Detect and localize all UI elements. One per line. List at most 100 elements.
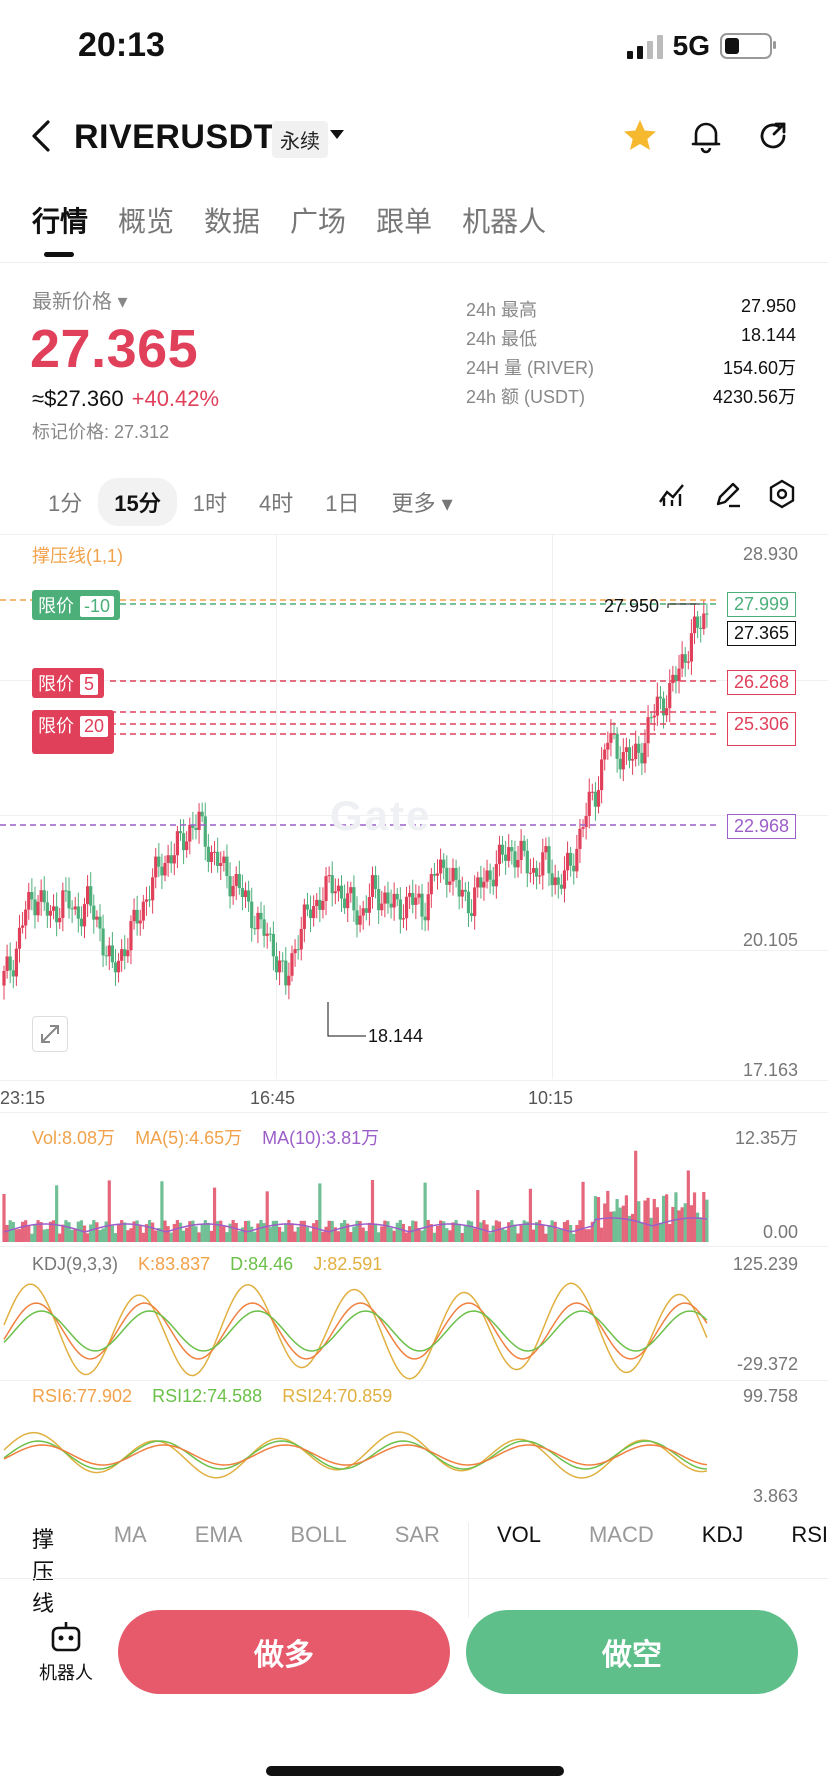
ind-tab-macd[interactable]: MACD xyxy=(588,1522,654,1547)
volume-bar xyxy=(277,1226,282,1242)
candle xyxy=(479,877,483,888)
back-icon[interactable] xyxy=(28,118,58,154)
candle xyxy=(671,674,675,684)
long-button[interactable]: 做多 xyxy=(118,1610,450,1694)
candle xyxy=(185,841,189,851)
y-axis-label: 20.105 xyxy=(742,930,798,950)
order-tag-short[interactable]: 限价 -10 xyxy=(32,590,121,620)
grid-line xyxy=(0,1246,828,1247)
candle xyxy=(200,811,204,817)
candle xyxy=(135,909,139,924)
rsi-max: 99.758 xyxy=(742,1386,798,1406)
candle xyxy=(277,960,282,973)
caret-down-icon[interactable] xyxy=(330,130,344,139)
order-tag-long-20[interactable]: 限价 20 xyxy=(32,710,115,754)
volume-bar xyxy=(696,1212,700,1242)
ind-tab-kdj[interactable]: KDJ xyxy=(701,1522,744,1547)
volume-bar xyxy=(358,1221,362,1242)
candle xyxy=(336,885,341,892)
ind-tab-vol[interactable]: VOL xyxy=(467,1522,541,1618)
volume-bar xyxy=(556,1229,560,1242)
tab-overview[interactable]: 概览 xyxy=(118,206,175,237)
tf-1m[interactable]: 1分 xyxy=(48,491,83,516)
ind-tab-rsi[interactable]: RSI xyxy=(791,1522,828,1547)
expand-icon xyxy=(41,1025,59,1043)
candle xyxy=(92,905,96,920)
candle xyxy=(2,971,6,986)
candle xyxy=(191,824,195,828)
draw-icon[interactable] xyxy=(712,478,744,510)
candle xyxy=(76,906,80,919)
status-icons: 5G xyxy=(626,30,776,62)
candle xyxy=(157,856,161,867)
volume-bar xyxy=(500,1228,505,1242)
tf-1d[interactable]: 1日 xyxy=(325,491,360,516)
contract-type-badge[interactable]: 永续 xyxy=(272,121,328,158)
candle xyxy=(262,919,266,936)
tab-data[interactable]: 数据 xyxy=(204,206,261,237)
volume-bar xyxy=(8,1220,12,1242)
volume-bar xyxy=(132,1221,136,1242)
candle xyxy=(634,743,638,760)
tab-market[interactable]: 行情 xyxy=(32,206,89,237)
expand-button[interactable] xyxy=(32,1016,68,1052)
ind-tab-ema[interactable]: EMA xyxy=(194,1522,243,1547)
sr-indicator-label[interactable]: 撑压线(1,1) xyxy=(32,546,124,566)
volume-bar xyxy=(95,1222,99,1242)
volume-bar xyxy=(312,1223,316,1242)
volume-bar xyxy=(197,1232,201,1242)
volume-bar xyxy=(203,1220,207,1242)
volume-bar xyxy=(442,1221,446,1242)
tf-4h[interactable]: 4时 xyxy=(258,491,294,516)
tf-15m[interactable]: 15分 xyxy=(98,478,177,526)
y-axis-label: 28.930 xyxy=(742,544,798,564)
tab-copy-trade[interactable]: 跟单 xyxy=(376,206,433,237)
indicator-icon[interactable] xyxy=(656,478,688,510)
ind-tab-ma[interactable]: MA xyxy=(113,1522,147,1547)
divider xyxy=(0,262,828,263)
price-box-long-5: 26.268 xyxy=(726,670,796,695)
candle xyxy=(562,870,567,889)
volume-bar xyxy=(445,1228,449,1242)
candle xyxy=(699,627,703,630)
candle xyxy=(445,867,449,885)
candle xyxy=(17,927,22,949)
candle xyxy=(534,868,539,877)
candle xyxy=(188,824,192,842)
candle xyxy=(346,893,350,909)
candle xyxy=(367,897,371,913)
candle xyxy=(674,674,678,682)
short-button[interactable]: 做空 xyxy=(466,1610,798,1694)
tab-square[interactable]: 广场 xyxy=(290,206,347,237)
volume-bar xyxy=(154,1230,158,1242)
tf-more[interactable]: 更多 ▾ xyxy=(391,491,453,516)
ind-tab-sr[interactable]: 撑压线 xyxy=(32,1527,55,1616)
tab-robot[interactable]: 机器人 xyxy=(462,206,547,237)
volume-bar xyxy=(630,1213,635,1242)
star-icon[interactable] xyxy=(620,116,660,156)
volume-bar xyxy=(138,1225,142,1242)
candle xyxy=(593,791,598,807)
symbol-title[interactable]: RIVERUSDT xyxy=(74,118,275,156)
share-icon[interactable] xyxy=(754,116,794,156)
candle xyxy=(296,949,300,951)
bell-icon[interactable] xyxy=(686,116,726,156)
volume-bar xyxy=(699,1217,703,1242)
last-price-label[interactable]: 最新价格 ▾ xyxy=(32,291,128,313)
candle xyxy=(380,903,384,911)
order-tag-long-5[interactable]: 限价 5 xyxy=(32,668,105,698)
ind-tab-boll[interactable]: BOLL xyxy=(290,1522,347,1547)
candle xyxy=(151,877,155,901)
candle xyxy=(163,862,167,876)
ind-tab-sar[interactable]: SAR xyxy=(394,1522,440,1547)
robot-button[interactable]: 机器人 xyxy=(36,1620,96,1685)
settings-icon[interactable] xyxy=(766,478,798,510)
candle xyxy=(132,909,136,922)
candle xyxy=(627,747,632,761)
volume-bar xyxy=(299,1220,303,1242)
volume-bar xyxy=(621,1205,625,1242)
volume-bar xyxy=(479,1222,483,1242)
tf-1h[interactable]: 1时 xyxy=(192,491,227,516)
volume-bar xyxy=(123,1222,127,1242)
volume-bar xyxy=(683,1203,687,1242)
